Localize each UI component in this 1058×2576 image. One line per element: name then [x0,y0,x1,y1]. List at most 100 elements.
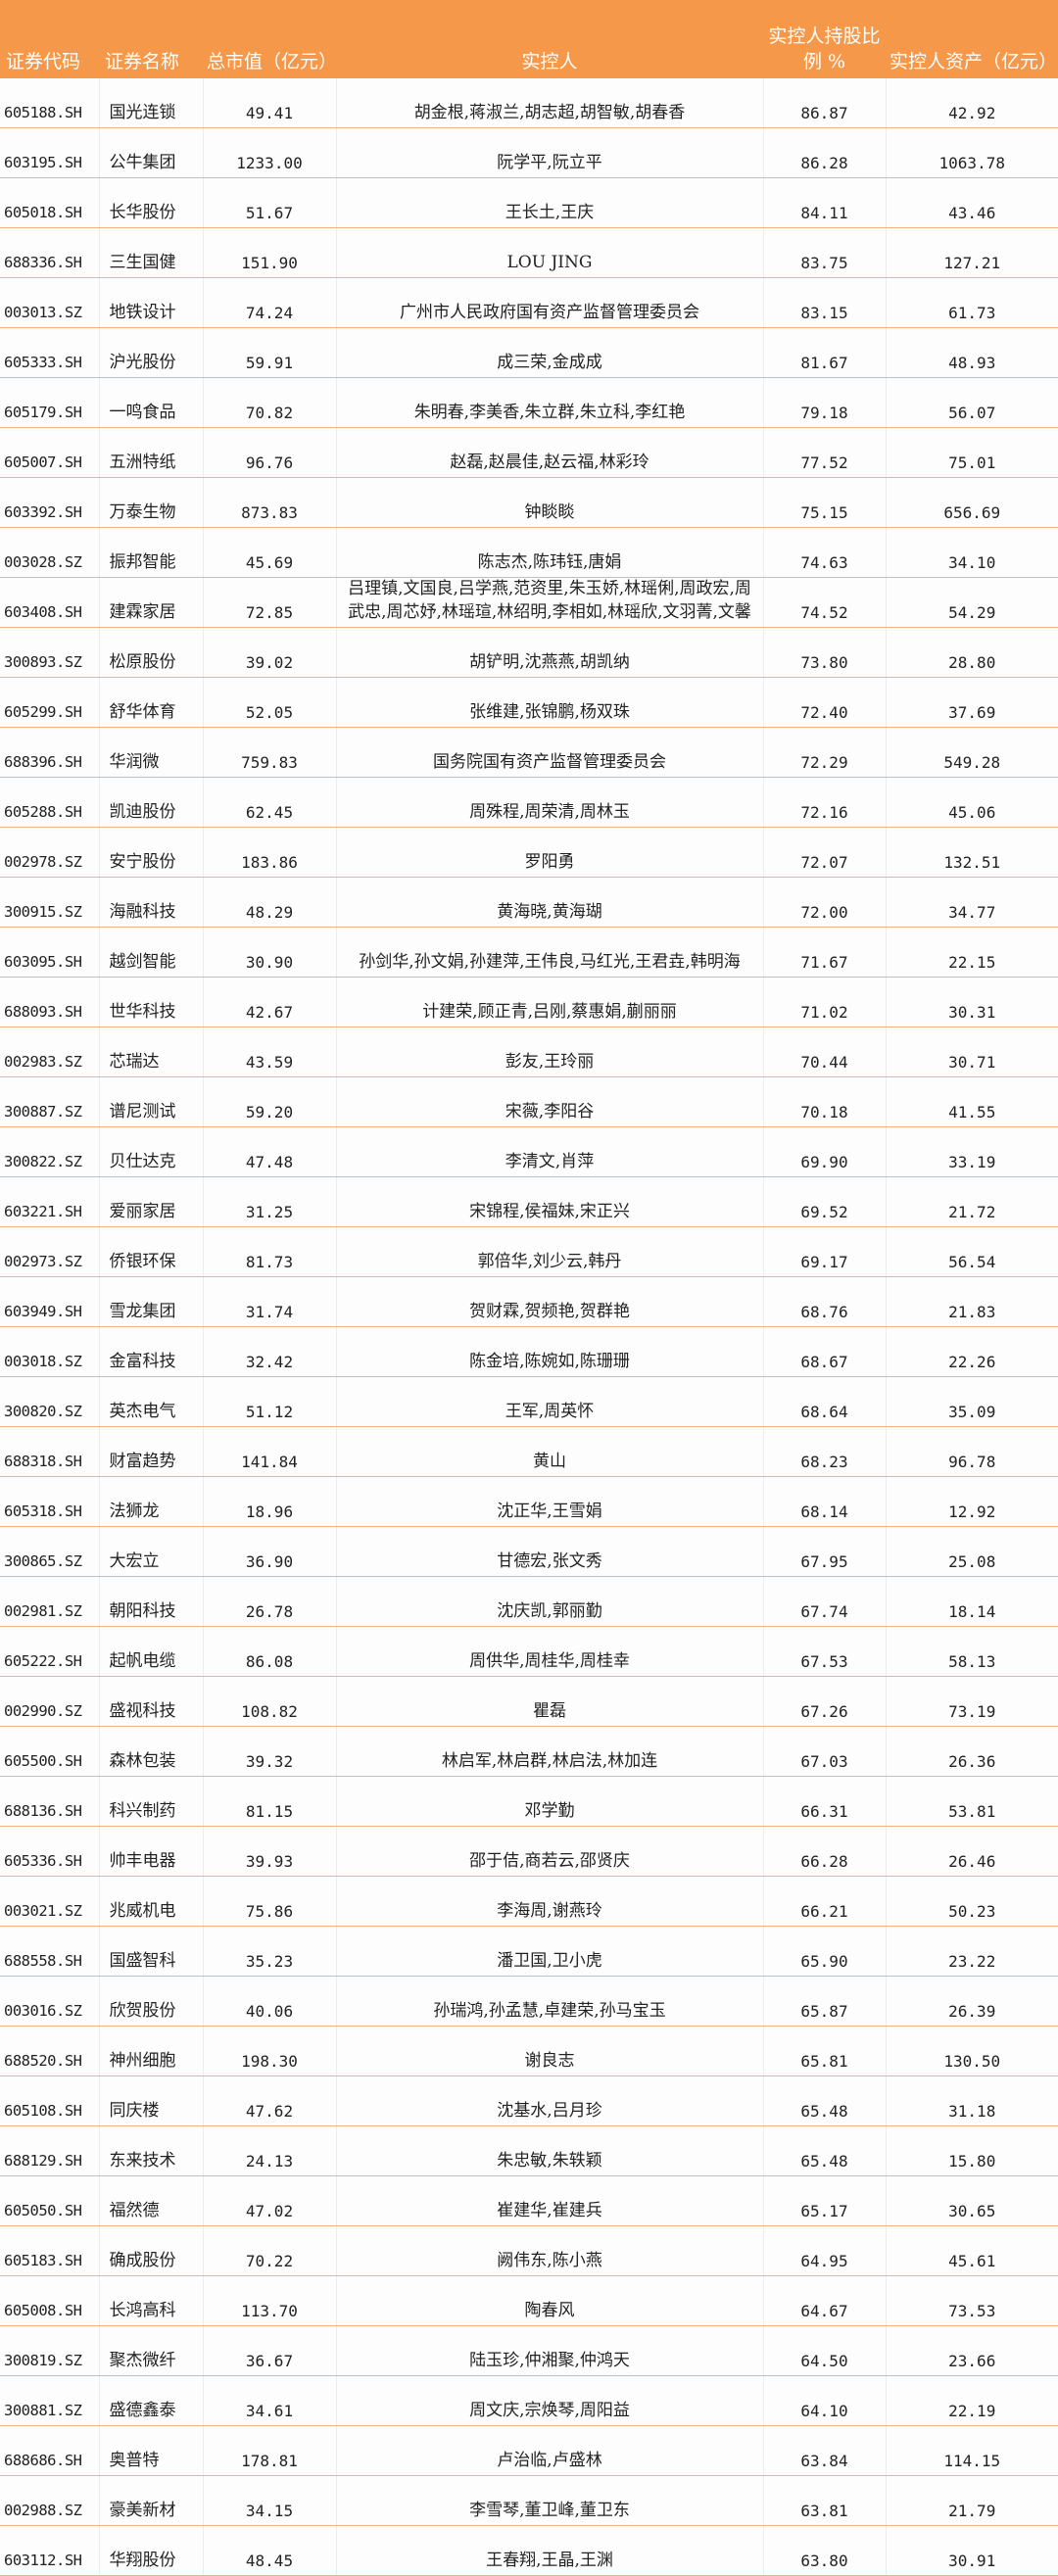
table-row[interactable]: 605188.SH 国光连锁 49.41 胡金根,蒋淑兰,胡志超,胡智敏,胡春香 86.… [0,77,1058,128]
table-row[interactable]: 605018.SH 长华股份 51.67 王长土,王庆 84.11 43.46 [0,177,1058,228]
cell-name: 科兴制药 [98,1776,203,1827]
table-row[interactable]: 300887.SZ 谱尼测试 59.20 宋薇,李阳谷 70.18 41.55 [0,1076,1058,1127]
table-row[interactable]: 300819.SZ 聚杰微纤 36.67 陆玉珍,仲湘聚,仲鸿天 64.50 23.66 [0,2325,1058,2376]
table-row[interactable]: 605288.SH 凯迪股份 62.45 周殊程,周荣清,周林玉 72.16 45.06 [0,777,1058,828]
table-row[interactable]: 603408.SH 建霖家居 72.85 吕理镇,文国良,吕学燕,范资里,朱玉娇,林瑶… [0,577,1058,628]
header-market-cap[interactable]: 总市值（亿元） [203,0,337,78]
table-row[interactable]: 603221.SH 爱丽家居 31.25 宋锦程,侯福妹,宋正兴 69.52 21.72 [0,1176,1058,1227]
cell-holding-ratio: 64.50 [762,2325,886,2376]
cell-name: 地铁设计 [98,277,203,328]
table-row[interactable]: 603095.SH 越剑智能 30.90 孙剑华,孙文娟,孙建萍,王伟良,马红光,王君… [0,927,1058,978]
cell-controller: 谢良志 [335,2026,763,2076]
cell-code: 605018.SH [0,177,99,228]
cell-name: 安宁股份 [98,827,203,878]
cell-name: 起帆电缆 [98,1626,203,1677]
table-row[interactable]: 003016.SZ 欣贺股份 40.06 孙瑞鸿,孙孟慧,卓建荣,孙马宝玉 65.87 2… [0,1976,1058,2027]
cell-market-cap: 34.15 [202,2475,336,2526]
cell-holding-ratio: 77.52 [762,427,886,478]
cell-holding-ratio: 68.64 [762,1376,886,1427]
table-row[interactable]: 002983.SZ 芯瑞达 43.59 彭友,王玲丽 70.44 30.71 [0,1026,1058,1077]
table-row[interactable]: 300820.SZ 英杰电气 51.12 王军,周英怀 68.64 35.09 [0,1376,1058,1427]
table-body: 605188.SH 国光连锁 49.41 胡金根,蒋淑兰,胡志超,胡智敏,胡春香 86.… [0,77,1058,2576]
cell-code: 300881.SZ [0,2375,99,2426]
cell-name: 世华科技 [98,977,203,1027]
table-row[interactable]: 605318.SH 法狮龙 18.96 沈正华,王雪娟 68.14 12.92 [0,1476,1058,1527]
cell-controller: 罗阳勇 [335,827,763,878]
cell-controller: 计建荣,顾正青,吕刚,蔡惠娟,蒯丽丽 [335,977,763,1027]
table-row[interactable]: 605007.SH 五洲特纸 96.76 赵磊,赵晨佳,赵云福,林彩玲 77.52 75.… [0,427,1058,478]
table-row[interactable]: 605108.SH 同庆楼 47.62 沈基水,吕月珍 65.48 31.18 [0,2075,1058,2126]
table-row[interactable]: 688520.SH 神州细胞 198.30 谢良志 65.81 130.50 [0,2026,1058,2076]
table-row[interactable]: 300915.SZ 海融科技 48.29 黄海晓,黄海瑚 72.00 34.77 [0,877,1058,928]
cell-market-cap: 45.69 [202,527,336,578]
cell-controller: 郭倍华,刘少云,韩丹 [335,1226,763,1277]
cell-holding-ratio: 70.18 [762,1076,886,1127]
table-row[interactable]: 300881.SZ 盛德鑫泰 34.61 周文庆,宗焕琴,周阳益 64.10 22.19 [0,2375,1058,2426]
cell-name: 大宏立 [98,1526,203,1577]
table-row[interactable]: 003028.SZ 振邦智能 45.69 陈志杰,陈玮钰,唐娟 74.63 34.10 [0,527,1058,578]
cell-controller: 王春翔,王晶,王渊 [335,2525,763,2576]
table-row[interactable]: 002990.SZ 盛视科技 108.82 瞿磊 67.26 73.19 [0,1676,1058,1727]
table-row[interactable]: 605500.SH 森林包装 39.32 林启军,林启群,林启法,林加连 67.03 26… [0,1726,1058,1777]
cell-controller: 黄海晓,黄海瑚 [335,877,763,928]
table-row[interactable]: 605299.SH 舒华体育 52.05 张维建,张锦鹏,杨双珠 72.40 37.69 [0,677,1058,728]
cell-controller-assets: 30.71 [885,1026,1058,1077]
table-row[interactable]: 003018.SZ 金富科技 32.42 陈金培,陈婉如,陈珊珊 68.67 22.26 [0,1326,1058,1377]
cell-code: 300822.SZ [0,1126,99,1177]
table-row[interactable]: 605008.SH 长鸿高科 113.70 陶春风 64.67 73.53 [0,2275,1058,2326]
cell-market-cap: 59.91 [202,327,336,378]
table-row[interactable]: 605179.SH 一鸣食品 70.82 朱明春,李美香,朱立群,朱立科,李红艳 79.… [0,377,1058,428]
cell-holding-ratio: 64.67 [762,2275,886,2326]
table-row[interactable]: 688558.SH 国盛智科 35.23 潘卫国,卫小虎 65.90 23.22 [0,1926,1058,1977]
table-row[interactable]: 300865.SZ 大宏立 36.90 甘德宏,张文秀 67.95 25.08 [0,1526,1058,1577]
table-row[interactable]: 688336.SH 三生国健 151.90 LOU JING 83.75 127.21 [0,227,1058,278]
table-row[interactable]: 603112.SH 华翔股份 48.45 王春翔,王晶,王渊 63.80 30.91 [0,2525,1058,2576]
table-row[interactable]: 688093.SH 世华科技 42.67 计建荣,顾正青,吕刚,蔡惠娟,蒯丽丽 71.0… [0,977,1058,1027]
table-row[interactable]: 002978.SZ 安宁股份 183.86 罗阳勇 72.07 132.51 [0,827,1058,878]
cell-code: 688558.SH [0,1926,99,1977]
table-row[interactable]: 002988.SZ 豪美新材 34.15 李雪琴,董卫峰,董卫东 63.81 21.79 [0,2475,1058,2526]
cell-market-cap: 74.24 [202,277,336,328]
table-row[interactable]: 002981.SZ 朝阳科技 26.78 沈庆凯,郭丽勤 67.74 18.14 [0,1576,1058,1627]
cell-name: 法狮龙 [98,1476,203,1527]
header-controller-assets[interactable]: 实控人资产（亿元） [886,0,1058,78]
table-row[interactable]: 002973.SZ 侨银环保 81.73 郭倍华,刘少云,韩丹 69.17 56.54 [0,1226,1058,1277]
table-row[interactable]: 688129.SH 东来技术 24.13 朱忠敏,朱轶颖 65.48 15.80 [0,2125,1058,2176]
cell-code: 300893.SZ [0,627,99,678]
table-row[interactable]: 605050.SH 福然德 47.02 崔建华,崔建兵 65.17 30.65 [0,2175,1058,2226]
table-row[interactable]: 688396.SH 华润微 759.83 国务院国有资产监督管理委员会 72.29 549… [0,727,1058,778]
table-row[interactable]: 688686.SH 奥普特 178.81 卢治临,卢盛林 63.84 114.15 [0,2425,1058,2476]
cell-code: 605050.SH [0,2175,99,2226]
table-row[interactable]: 300893.SZ 松原股份 39.02 胡铲明,沈燕燕,胡凯纳 73.80 28.80 [0,627,1058,678]
cell-code: 603221.SH [0,1176,99,1227]
header-holding-ratio[interactable]: 实控人持股比例 % [763,0,886,78]
cell-controller-assets: 41.55 [885,1076,1058,1127]
table-row[interactable]: 605183.SH 确成股份 70.22 阙伟东,陈小燕 64.95 45.61 [0,2225,1058,2276]
table-row[interactable]: 603392.SH 万泰生物 873.83 钟睒睒 75.15 656.69 [0,477,1058,528]
cell-name: 兆威机电 [98,1876,203,1927]
header-code[interactable]: 证券代码 [0,0,99,78]
cell-market-cap: 24.13 [202,2125,336,2176]
cell-controller: 孙瑞鸿,孙孟慧,卓建荣,孙马宝玉 [335,1976,763,2027]
table-row[interactable]: 688318.SH 财富趋势 141.84 黄山 68.23 96.78 [0,1426,1058,1477]
cell-controller-assets: 23.66 [885,2325,1058,2376]
cell-controller-assets: 28.80 [885,627,1058,678]
cell-market-cap: 34.61 [202,2375,336,2426]
table-row[interactable]: 605336.SH 帅丰电器 39.93 邵于佶,商若云,邵贤庆 66.28 26.46 [0,1826,1058,1877]
cell-controller-assets: 73.19 [885,1676,1058,1727]
cell-code: 002990.SZ [0,1676,99,1727]
header-controller[interactable]: 实控人 [336,0,763,78]
cell-code: 605007.SH [0,427,99,478]
table-row[interactable]: 688136.SH 科兴制药 81.15 邓学勤 66.31 53.81 [0,1776,1058,1827]
table-row[interactable]: 603195.SH 公牛集团 1233.00 阮学平,阮立平 86.28 1063.78 [0,127,1058,178]
table-row[interactable]: 605333.SH 沪光股份 59.91 成三荣,金成成 81.67 48.93 [0,327,1058,378]
table-row[interactable]: 603949.SH 雪龙集团 31.74 贺财霖,贺频艳,贺群艳 68.76 21.83 [0,1276,1058,1327]
cell-holding-ratio: 72.00 [762,877,886,928]
cell-code: 688520.SH [0,2026,99,2076]
table-row[interactable]: 605222.SH 起帆电缆 86.08 周供华,周桂华,周桂幸 67.53 58.13 [0,1626,1058,1677]
table-row[interactable]: 003021.SZ 兆威机电 75.86 李海周,谢燕玲 66.21 50.23 [0,1876,1058,1927]
cell-code: 688396.SH [0,727,99,778]
header-name[interactable]: 证券名称 [99,0,203,78]
table-row[interactable]: 003013.SZ 地铁设计 74.24 广州市人民政府国有资产监督管理委员会 83.1… [0,277,1058,328]
table-row[interactable]: 300822.SZ 贝仕达克 47.48 李清文,肖萍 69.90 33.19 [0,1126,1058,1177]
